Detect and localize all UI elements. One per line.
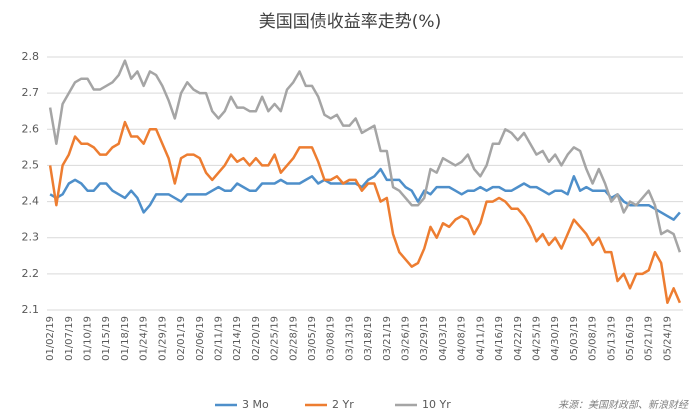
x-tick-label: 01/07/19 — [64, 316, 75, 361]
x-tick-label: 04/11/19 — [475, 316, 486, 361]
y-tick-label: 2.8 — [22, 50, 40, 63]
y-tick-label: 2.2 — [22, 267, 40, 280]
x-tick-label: 05/16/19 — [625, 316, 636, 361]
x-tick-label: 03/08/19 — [326, 316, 337, 361]
chart-title: 美国国债收益率走势(%) — [259, 12, 441, 32]
x-tick-label: 02/14/19 — [232, 316, 243, 361]
y-tick-label: 2.3 — [22, 231, 40, 244]
y-tick-label: 2.5 — [22, 158, 40, 171]
x-tick-label: 01/24/19 — [139, 316, 150, 361]
x-tick-label: 03/13/19 — [344, 316, 355, 361]
x-tick-label: 01/15/19 — [101, 316, 112, 361]
x-tick-label: 03/21/19 — [382, 316, 393, 361]
x-tick-label: 05/24/19 — [662, 316, 673, 361]
x-tick-label: 04/25/19 — [531, 316, 542, 361]
x-tick-label: 04/08/19 — [457, 316, 468, 361]
y-tick-label: 2.7 — [22, 86, 40, 99]
x-tick-label: 04/30/19 — [550, 316, 561, 361]
x-tick-label: 04/16/19 — [494, 316, 505, 361]
legend-label: 10 Yr — [422, 398, 451, 411]
x-tick-label: 03/05/19 — [307, 316, 318, 361]
source-note: 来源：美国财政部、新浪财经 — [558, 399, 689, 411]
x-tick-label: 04/22/19 — [513, 316, 524, 361]
legend-label: 2 Yr — [332, 398, 354, 411]
x-tick-label: 04/03/19 — [438, 316, 449, 361]
x-tick-label: 03/29/19 — [419, 316, 430, 361]
line-series — [48, 59, 682, 253]
x-tick-label: 02/20/19 — [251, 316, 262, 361]
x-tick-label: 02/25/19 — [270, 316, 281, 361]
line-series — [48, 120, 682, 305]
legend-label: 3 Mo — [242, 398, 269, 411]
y-tick-label: 2.4 — [22, 195, 40, 208]
x-tick-label: 02/06/19 — [195, 316, 206, 361]
x-tick-label: 05/03/19 — [569, 316, 580, 361]
x-tick-label: 03/18/19 — [363, 316, 374, 361]
line-series — [49, 167, 681, 221]
x-tick-label: 05/13/19 — [606, 316, 617, 361]
x-tick-label: 05/21/19 — [644, 316, 655, 361]
x-tick-label: 02/28/19 — [288, 316, 299, 361]
x-tick-label: 05/08/19 — [588, 316, 599, 361]
x-tick-label: 02/01/19 — [176, 316, 187, 361]
y-tick-label: 2.1 — [22, 303, 40, 316]
x-tick-label: 01/10/19 — [83, 316, 94, 361]
x-tick-label: 01/02/19 — [45, 316, 56, 361]
y-tick-label: 2.6 — [22, 122, 40, 135]
x-tick-label: 01/29/19 — [157, 316, 168, 361]
x-tick-label: 02/11/19 — [213, 316, 224, 361]
x-tick-label: 03/26/19 — [401, 316, 412, 361]
x-tick-label: 01/18/19 — [120, 316, 131, 361]
